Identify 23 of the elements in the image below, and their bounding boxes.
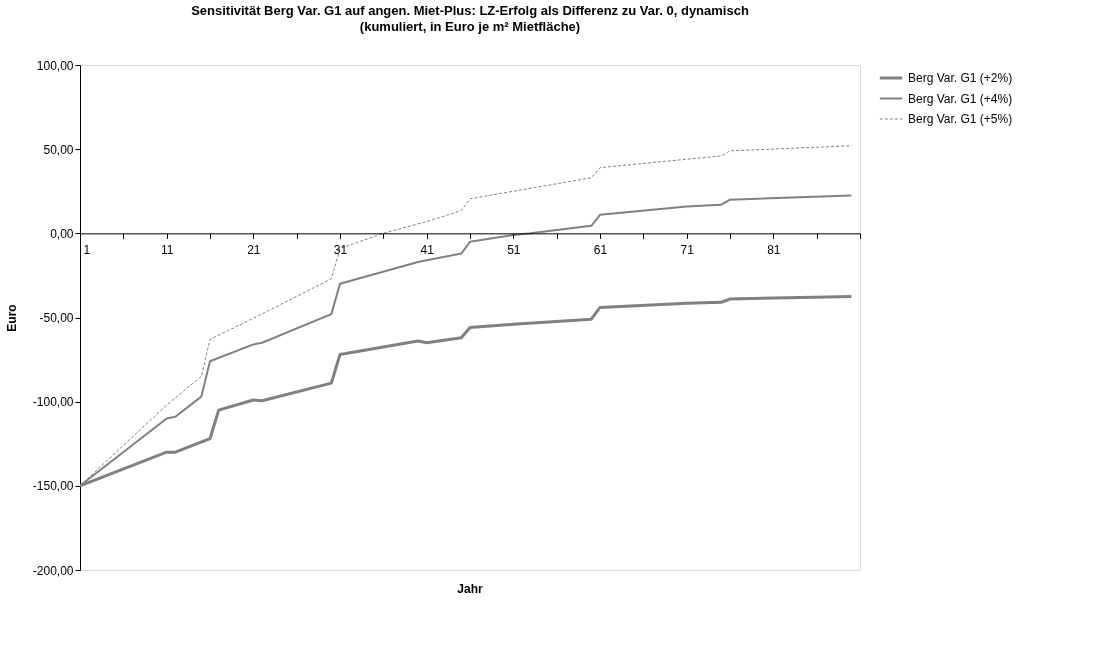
x-tick-label: 81 bbox=[767, 242, 781, 257]
x-tick-label: 11 bbox=[160, 242, 174, 257]
y-tick-label: 50,00 bbox=[43, 142, 74, 157]
y-tick-label: -200,00 bbox=[32, 563, 74, 578]
x-axis-title: Jahr bbox=[457, 582, 483, 596]
chart-subtitle: (kumuliert, in Euro je m² Mietfläche) bbox=[359, 19, 581, 34]
x-tick-label: 41 bbox=[420, 242, 435, 257]
x-tick-label: 1 bbox=[83, 242, 91, 257]
y-tick-label: 100,00 bbox=[36, 58, 74, 73]
legend-label: Berg Var. G1 (+2%) bbox=[908, 71, 1013, 85]
x-tick-label: 31 bbox=[333, 242, 348, 257]
y-tick-label: -50,00 bbox=[39, 311, 74, 325]
legend-label: Berg Var. G1 (+4%) bbox=[908, 91, 1013, 106]
y-tick-label: 0,00 bbox=[50, 226, 74, 241]
y-tick-label: -150,00 bbox=[32, 479, 74, 494]
y-tick-label: -100,00 bbox=[32, 395, 74, 410]
x-tick-label: 21 bbox=[247, 242, 261, 257]
x-tick-label: 51 bbox=[507, 242, 521, 257]
x-tick-label: 61 bbox=[593, 242, 608, 257]
chart-title: Sensitivität Berg Var. G1 auf angen. Miet-Plus: LZ-Erfolg als Differenz zu Var. 0, dynamisch bbox=[191, 3, 749, 18]
legend-label: Berg Var. G1 (+5%) bbox=[908, 112, 1013, 126]
x-tick-label: 71 bbox=[680, 242, 695, 257]
y-axis-title: Euro bbox=[4, 304, 19, 332]
